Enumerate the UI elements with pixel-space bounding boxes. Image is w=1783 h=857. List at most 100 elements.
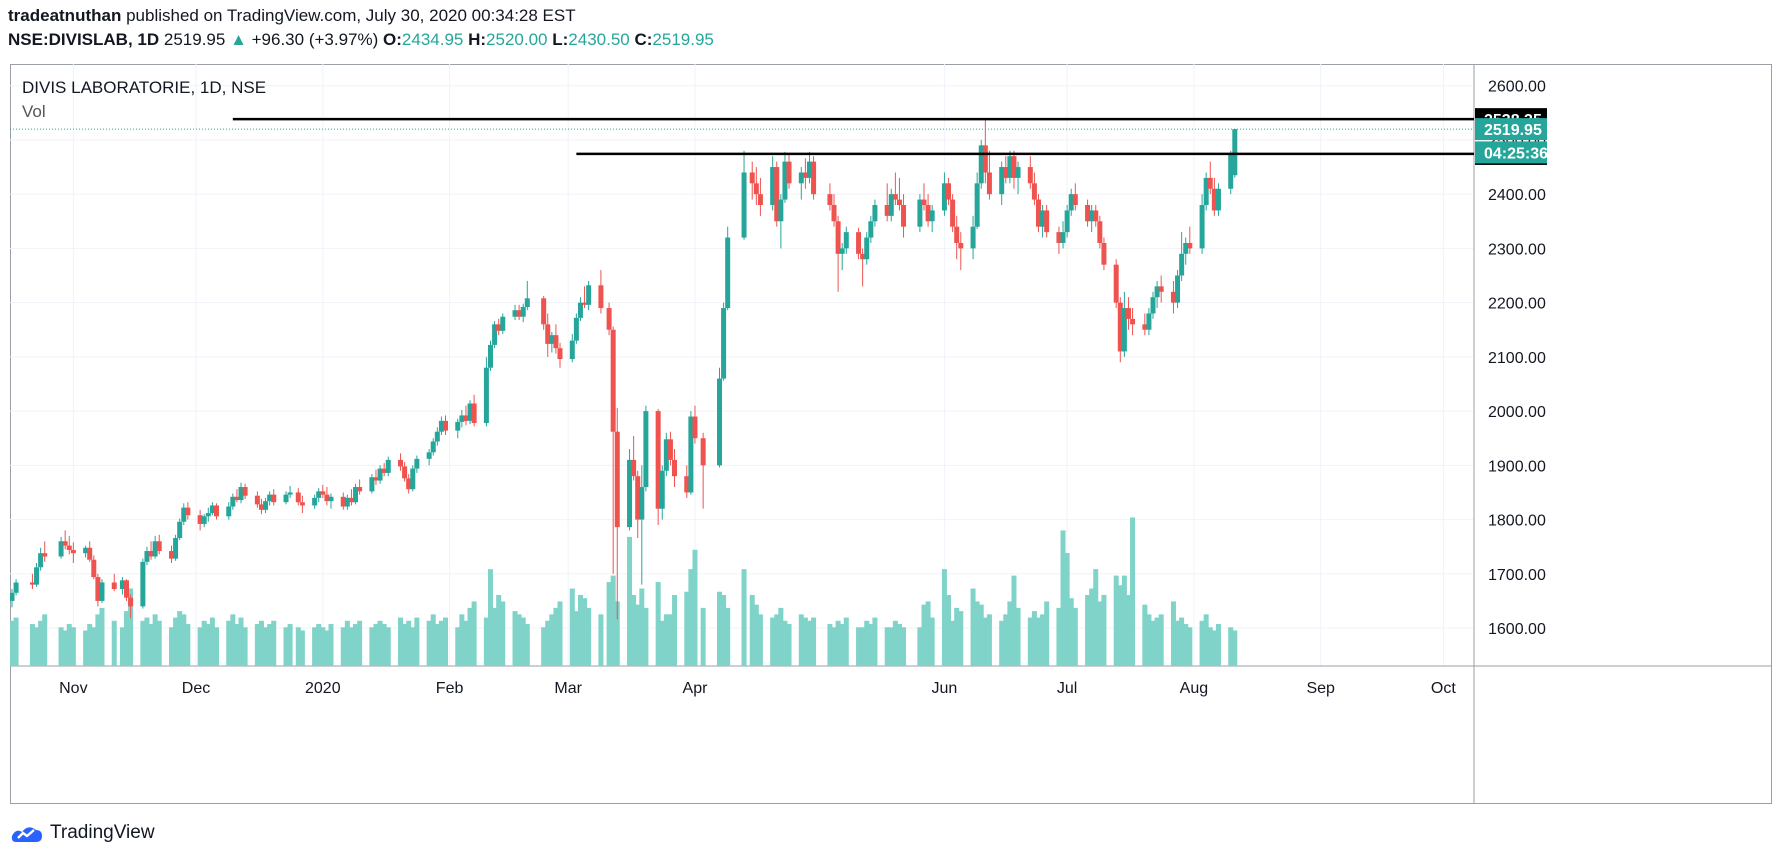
volume-bar — [66, 624, 72, 666]
volume-bar — [209, 617, 215, 666]
x-tick-label: Mar — [554, 680, 582, 697]
volume-bar — [614, 601, 620, 666]
candle-body — [230, 496, 236, 507]
candle-body — [1183, 242, 1189, 254]
volume-bar — [402, 624, 408, 666]
candle-body — [941, 183, 947, 211]
volume-bar — [929, 617, 935, 666]
candle-body — [42, 553, 48, 557]
candle-body — [802, 172, 808, 178]
volume-bar — [471, 601, 477, 666]
x-tick-label: Feb — [436, 680, 464, 697]
volume-bar — [373, 624, 379, 666]
candle-body — [287, 492, 293, 495]
volume-bar — [1031, 611, 1037, 666]
volume-bar — [986, 614, 992, 666]
candle-body — [770, 167, 776, 206]
candle-body — [496, 324, 502, 331]
volume-bar — [487, 569, 493, 666]
volume-bar — [860, 627, 866, 666]
y-tick-label: 2000.00 — [1488, 404, 1546, 421]
candle-body — [672, 459, 678, 477]
candle-body — [692, 416, 698, 439]
candle-body — [798, 172, 804, 184]
volume-bar — [1179, 617, 1185, 666]
candle-body — [197, 515, 203, 524]
candle-body — [888, 194, 894, 216]
price-chart[interactable]: 1600.00 1700.00 1800.00 1900.00 2000.00 2100.… — [10, 64, 1772, 804]
volume-bar — [1154, 617, 1160, 666]
candle-body — [1027, 167, 1033, 184]
candle-body — [299, 502, 305, 506]
volume-bar — [58, 627, 64, 666]
candle-body — [1089, 210, 1095, 222]
volume-bar — [1056, 607, 1062, 666]
y-tick-label: 2100.00 — [1488, 350, 1546, 367]
candle-body — [1175, 275, 1181, 303]
legend-title[interactable]: DIVIS LABORATORIE, 1D, NSE — [22, 78, 267, 97]
candle-body — [226, 506, 232, 517]
candle-body — [610, 329, 616, 432]
publisher-name[interactable]: tradeatnuthan — [8, 6, 122, 25]
candle-body — [684, 476, 690, 493]
volume-bar — [91, 627, 97, 666]
volume-bar — [1232, 630, 1238, 666]
volume-bar — [1207, 627, 1213, 666]
candle-body — [1170, 291, 1176, 303]
candle-body — [843, 232, 849, 249]
volume-bar — [982, 617, 988, 666]
volume-bar — [839, 624, 845, 666]
candle-body — [156, 541, 162, 552]
y-tick-label: 1900.00 — [1488, 458, 1546, 475]
candle-body — [144, 551, 150, 562]
volume-bar — [970, 588, 976, 666]
volume-bar — [283, 627, 289, 666]
legend-volume[interactable]: Vol — [22, 102, 46, 121]
candle-body — [487, 344, 493, 368]
candle-body — [586, 285, 592, 305]
candle-body — [295, 492, 301, 503]
volume-bar — [1142, 604, 1148, 666]
close-value: 2519.95 — [652, 30, 714, 49]
volume-bar — [312, 627, 318, 666]
volume-bar — [496, 594, 502, 666]
candle-body — [786, 161, 792, 184]
candle-body — [70, 549, 76, 554]
candle-body — [1060, 232, 1066, 243]
volume-bar — [1113, 575, 1119, 666]
candle-body — [1232, 129, 1238, 176]
candle-body — [13, 582, 19, 593]
candle-body — [10, 592, 15, 601]
volume-bar — [348, 627, 354, 666]
volume-bar — [1183, 624, 1189, 666]
candle-body — [950, 199, 956, 227]
candle-body — [549, 335, 555, 344]
volume-bar — [34, 627, 40, 666]
volume-bar — [344, 620, 350, 666]
volume-bar — [385, 627, 391, 666]
volume-bar — [414, 617, 420, 666]
volume-bar — [381, 624, 387, 666]
volume-bar — [1228, 627, 1234, 666]
volume-bar — [892, 620, 898, 666]
volume-bar — [168, 627, 174, 666]
candle-body — [659, 470, 665, 509]
last-price: 2519.95 — [163, 30, 226, 49]
candle-body — [778, 199, 784, 222]
candle-body — [1097, 221, 1103, 243]
volume-bar — [512, 611, 518, 666]
x-tick-label: Sep — [1306, 680, 1335, 697]
candle-body — [1056, 232, 1062, 243]
high-value: 2520.00 — [486, 30, 548, 49]
volume-bar — [598, 614, 604, 666]
volume-bar — [958, 611, 964, 666]
volume-bar — [864, 620, 870, 666]
volume-bar — [181, 614, 187, 666]
candle-body — [577, 302, 583, 318]
brand-name[interactable]: TradingView — [50, 822, 155, 843]
candle-body — [1015, 167, 1021, 178]
volume-bar — [1121, 575, 1127, 666]
candle-body — [1154, 286, 1160, 298]
candle-body — [1068, 194, 1074, 211]
volume-bar — [483, 617, 489, 666]
